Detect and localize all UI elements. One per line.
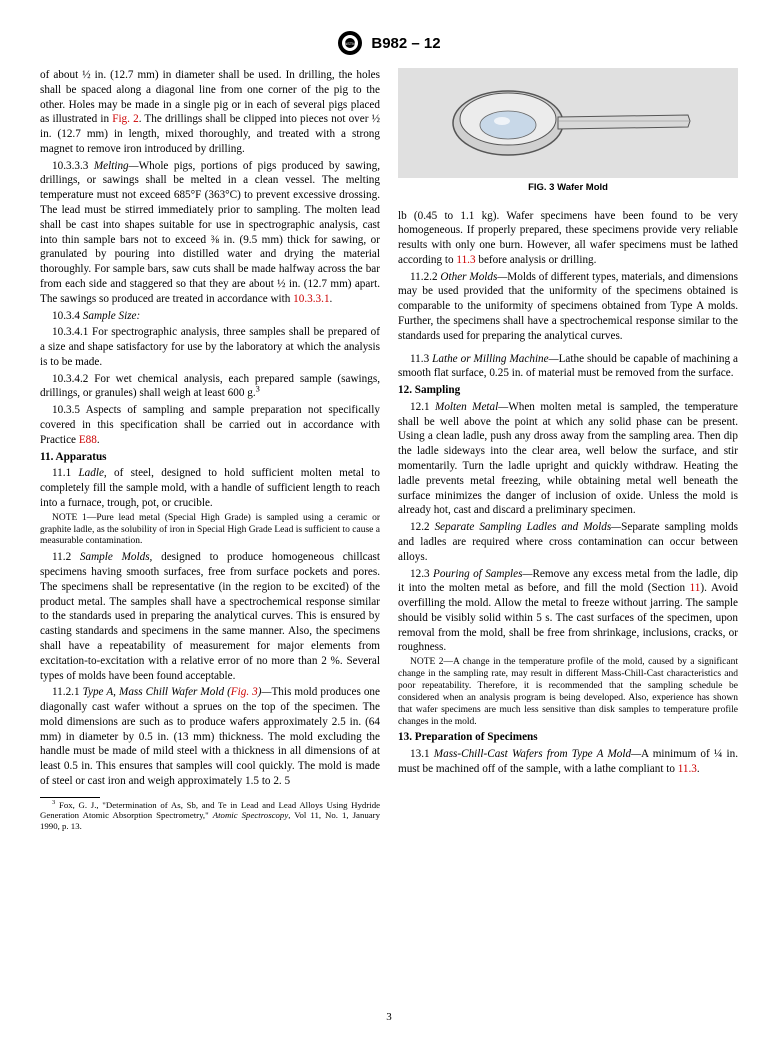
svg-text:ASTM: ASTM [345, 41, 356, 46]
heading-11: 11. Apparatus [40, 450, 380, 465]
note-label: NOTE 1— [52, 513, 96, 523]
page-header: ASTM B982 – 12 [40, 30, 738, 56]
footnote-journal: Atomic Spectroscopy [213, 810, 289, 820]
para-11-2-1: 11.2.1 Type A, Mass Chill Wafer Mold (Fi… [40, 685, 380, 788]
para-11-2: 11.2 Sample Molds, designed to produce h… [40, 550, 380, 683]
clause-number: 12.2 [410, 521, 435, 533]
clause-number: 11.2.1 [52, 686, 83, 698]
link-e88[interactable]: E88 [79, 434, 97, 446]
clause-title-end: )— [258, 686, 272, 698]
astm-logo-icon: ASTM [337, 30, 363, 56]
clause-title: Type A, Mass Chill Wafer Mold ( [83, 686, 231, 698]
para-13-1: 13.1 Mass-Chill-Cast Wafers from Type A … [398, 747, 738, 777]
clause-title: Sample Molds, [80, 551, 152, 563]
page: ASTM B982 – 12 of about ½ in. (12.7 mm) … [0, 0, 778, 1041]
para-12-2: 12.2 Separate Sampling Ladles and Molds—… [398, 520, 738, 564]
document-id: B982 – 12 [371, 35, 440, 52]
para-11-2-2: 11.2.2 Other Molds—Molds of different ty… [398, 270, 738, 344]
text: 10.3.4.2 For wet chemical analysis, each… [40, 373, 380, 400]
note-2: NOTE 2—A change in the temperature profi… [398, 657, 738, 728]
footnote-rule [40, 797, 100, 798]
link-fig-3[interactable]: Fig. 3 [231, 686, 258, 698]
clause-number: 12.3 [410, 568, 433, 580]
clause-title: Separate Sampling Ladles and Molds— [435, 521, 622, 533]
para-10-3-4: 10.3.4 Sample Size: [40, 309, 380, 324]
para-10-3-5: 10.3.5 Aspects of sampling and sample pr… [40, 403, 380, 447]
clause-title: Melting— [94, 160, 139, 172]
figure-3-image [398, 68, 738, 178]
link-section-11[interactable]: 11 [690, 582, 701, 594]
clause-number: 11.1 [52, 467, 78, 479]
clause-title: Lathe or Milling Machine— [432, 353, 558, 365]
page-number: 3 [0, 1011, 778, 1023]
clause-number: 10.3.4 [52, 310, 83, 322]
clause-number: 11.2.2 [410, 271, 440, 283]
clause-title: Ladle, [78, 467, 106, 479]
para-11-2-1-cont: lb (0.45 to 1.1 kg). Wafer specimens hav… [398, 209, 738, 268]
heading-12: 12. Sampling [398, 383, 738, 398]
footnote-ref-3: 3 [256, 385, 260, 394]
right-column: FIG. 3 Wafer Mold lb (0.45 to 1.1 kg). W… [398, 68, 738, 833]
para-10-3-4-1: 10.3.4.1 For spectrographic analysis, th… [40, 325, 380, 369]
para-11-1: 11.1 Ladle, of steel, designed to hold s… [40, 466, 380, 510]
note-label: NOTE 2— [410, 657, 453, 667]
clause-title: Sample Size: [83, 310, 140, 322]
clause-title: Other Molds— [440, 271, 507, 283]
wafer-mold-icon [418, 73, 718, 173]
para-11-3: 11.3 Lathe or Milling Machine—Lathe shou… [398, 352, 738, 382]
text: When molten metal is sampled, the temper… [398, 401, 738, 516]
note-text: A change in the temperature profile of t… [398, 657, 738, 726]
link-fig-2[interactable]: Fig. 2 [112, 113, 138, 125]
body-columns: of about ½ in. (12.7 mm) in diameter sha… [40, 68, 738, 833]
clause-number: 13.1 [410, 748, 434, 760]
note-1: NOTE 1—Pure lead metal (Special High Gra… [40, 513, 380, 549]
para-12-3: 12.3 Pouring of Samples—Remove any exces… [398, 567, 738, 656]
link-11-3-b[interactable]: 11.3 [678, 763, 697, 775]
para-10-3-4-2: 10.3.4.2 For wet chemical analysis, each… [40, 372, 380, 402]
text: . [330, 293, 333, 305]
link-10-3-3-1[interactable]: 10.3.3.1 [293, 293, 329, 305]
left-column: of about ½ in. (12.7 mm) in diameter sha… [40, 68, 380, 833]
para-10-3-3-3: 10.3.3.3 Melting—Whole pigs, portions of… [40, 159, 380, 307]
clause-title: Molten Metal— [435, 401, 508, 413]
text: . [697, 763, 700, 775]
clause-number: 12.1 [410, 401, 435, 413]
clause-number: 11.3 [410, 353, 432, 365]
text: designed to produce homogeneous chillcas… [40, 551, 380, 681]
para-12-1: 12.1 Molten Metal—When molten metal is s… [398, 400, 738, 518]
clause-number: 11.2 [52, 551, 80, 563]
clause-number: 10.3.3.3 [52, 160, 94, 172]
text: . [97, 434, 100, 446]
para-intro: of about ½ in. (12.7 mm) in diameter sha… [40, 68, 380, 157]
link-11-3[interactable]: 11.3 [456, 254, 475, 266]
clause-title: Mass-Chill-Cast Wafers from Type A Mold— [434, 748, 641, 760]
text: This mold produces one diagonally cast w… [40, 686, 380, 787]
clause-title: Pouring of Samples— [433, 568, 532, 580]
text: before analysis or drilling. [476, 254, 597, 266]
heading-13: 13. Preparation of Specimens [398, 730, 738, 745]
text: Whole pigs, portions of pigs produced by… [40, 160, 380, 305]
footnote-3: 3 Fox, G. J., "Determination of As, Sb, … [40, 800, 380, 832]
figure-3-caption: FIG. 3 Wafer Mold [398, 182, 738, 195]
